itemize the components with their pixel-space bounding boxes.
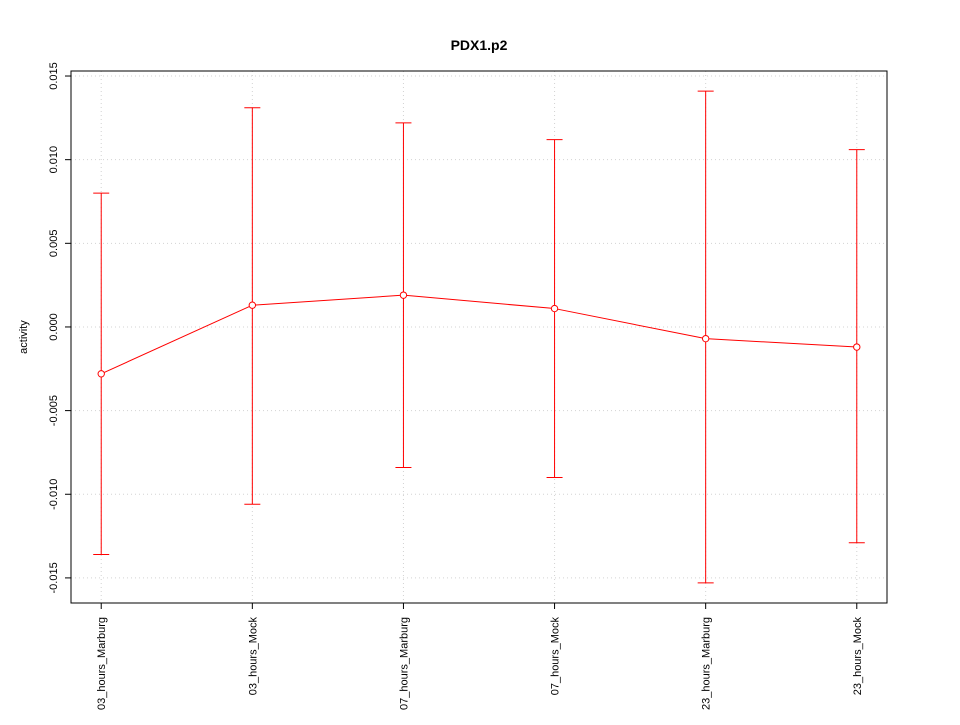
series-line-segment [403, 294, 555, 310]
x-tick-label: 03_hours_Marburg [96, 617, 108, 710]
axes: -0.015 -0.010 -0.005 0.000 0.005 0.010 0.015 03… [48, 62, 864, 710]
series-line-segment [705, 338, 857, 348]
y-tick-label: -0.010 [48, 479, 60, 510]
x-tick-label: 07_hours_Mock [550, 617, 562, 696]
y-tick-label: 0.010 [48, 146, 60, 174]
data-point [550, 304, 559, 313]
y-tick-label: -0.005 [48, 395, 60, 426]
marks [93, 90, 865, 584]
y-tick-label: -0.015 [48, 562, 60, 593]
x-tick-label: 03_hours_Mock [247, 617, 259, 696]
x-tick-label: 23_hours_Mock [852, 617, 864, 696]
y-tick-label: 0.005 [48, 230, 60, 258]
data-point [853, 343, 861, 351]
x-tick-label: 23_hours_Marburg [701, 617, 713, 710]
data-point [399, 291, 408, 299]
grid [71, 71, 887, 603]
series-line-segment [554, 308, 706, 340]
y-tick-label: 0.000 [48, 313, 60, 341]
y-axis-label: activity [18, 320, 30, 354]
data-point [97, 370, 105, 378]
plot-frame [70, 70, 888, 604]
data-point [248, 301, 257, 309]
series-line-segment [101, 304, 253, 375]
series-line-segment [252, 294, 404, 306]
x-tick-label: 07_hours_Marburg [398, 617, 410, 710]
chart-title: PDX1.p2 [451, 37, 508, 53]
y-tick-label: 0.015 [48, 62, 60, 90]
data-point [701, 334, 710, 343]
